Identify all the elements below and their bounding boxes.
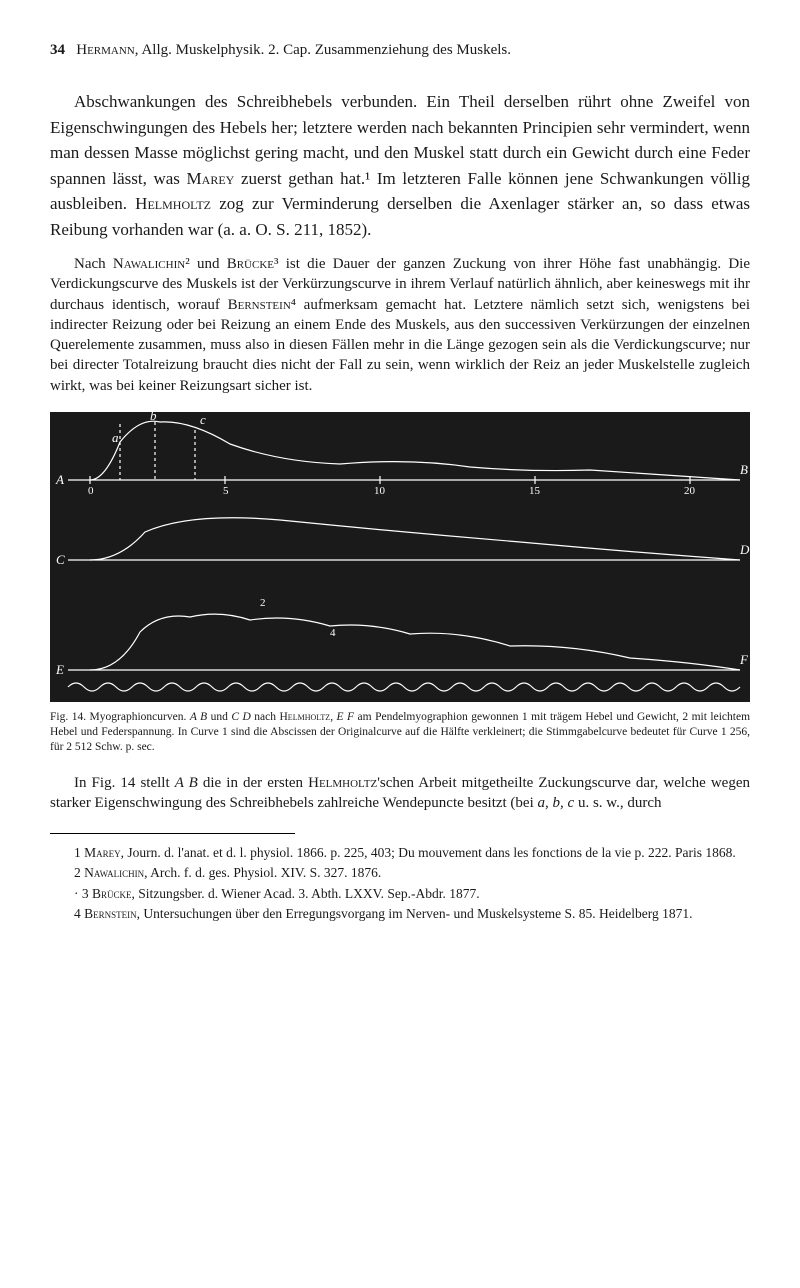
author-bruecke: Brücke [227, 256, 274, 272]
label-C: C [56, 552, 65, 567]
paragraph-3: In Fig. 14 stellt A B die in der ersten … [50, 773, 750, 814]
label-D: D [739, 542, 750, 557]
label-b: b [150, 412, 157, 423]
label-E: E [55, 662, 64, 677]
page-header: 34 Hermann, Allg. Muskelphysik. 2. Cap. … [50, 40, 750, 61]
author-bernstein: Bernstein [228, 297, 291, 313]
header-rest: , Allg. Muskelphysik. 2. Cap. Zusammenzi… [135, 42, 511, 58]
page-number: 34 [50, 42, 65, 58]
tick-0: 0 [88, 485, 94, 497]
paragraph-1: Abschwankungen des Schreibhebels verbund… [50, 89, 750, 242]
label-4: 4 [330, 627, 336, 639]
label-2: 2 [260, 597, 266, 609]
author-marey: Marey [187, 169, 235, 188]
tick-20: 20 [684, 485, 696, 497]
paragraph-2: Nach Nawalichin² und Brücke³ ist die Dau… [50, 254, 750, 396]
footnote-2: 2 Nawalichin, Arch. f. d. ges. Physiol. … [50, 864, 750, 882]
tick-5: 5 [223, 485, 229, 497]
footnotes: 1 Marey, Journ. d. l'anat. et d. l. phys… [50, 844, 750, 923]
figure-14: A B C D E F a b c 0 5 10 15 20 2 4 [50, 412, 750, 702]
footnote-3: · 3 Brücke, Sitzungsber. d. Wiener Acad.… [50, 885, 750, 903]
footnote-4: 4 Bernstein, Untersuchungen über den Err… [50, 905, 750, 923]
footnote-1: 1 Marey, Journ. d. l'anat. et d. l. phys… [50, 844, 750, 862]
author-helmholtz: Helmholtz [135, 194, 211, 213]
header-author: Hermann [76, 42, 135, 58]
footnotes-rule [50, 833, 295, 834]
myograph-curves-svg: A B C D E F a b c 0 5 10 15 20 2 4 [50, 412, 750, 702]
tick-10: 10 [374, 485, 386, 497]
label-A: A [55, 472, 64, 487]
label-F: F [739, 652, 749, 667]
figure-caption: Fig. 14. Myographioncurven. A B und C D … [50, 710, 750, 755]
tick-15: 15 [529, 485, 541, 497]
label-c: c [200, 412, 206, 427]
author-nawalichin: Nawalichin [113, 256, 185, 272]
author-helmholtz-2: Helmholtz' [308, 775, 380, 791]
label-B: B [740, 462, 748, 477]
label-a: a [112, 430, 119, 445]
